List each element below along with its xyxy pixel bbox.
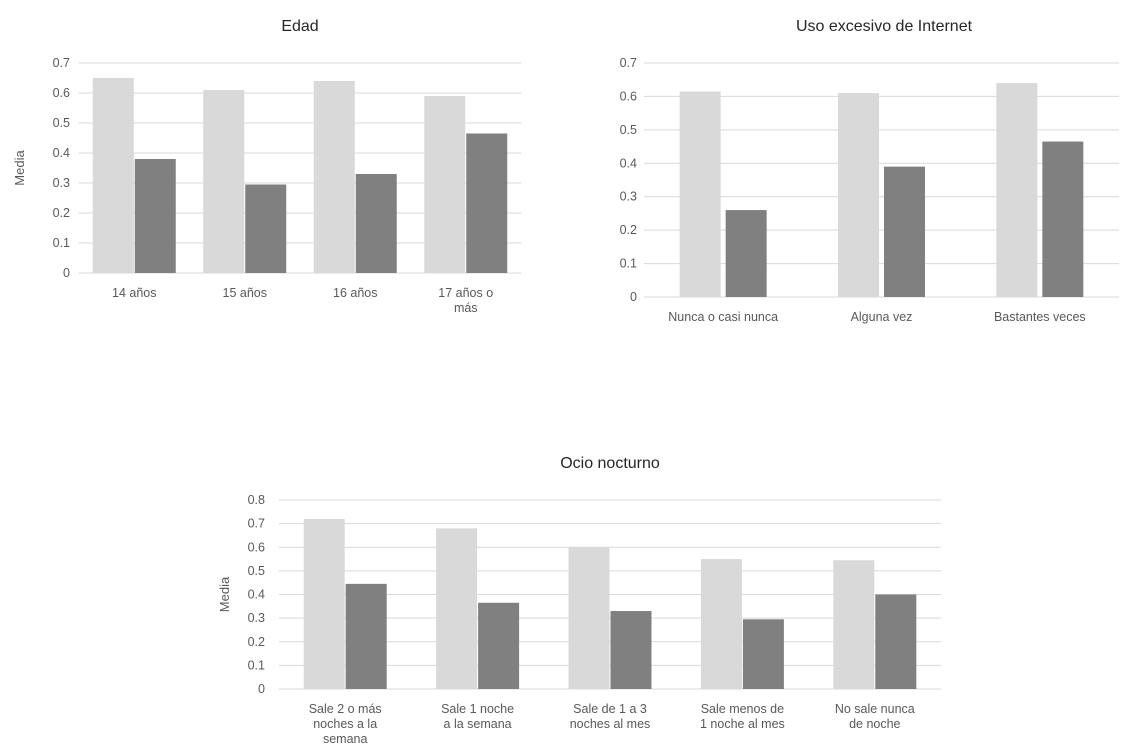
- y-tick-label: 0: [63, 266, 70, 280]
- bar-series1: [203, 90, 245, 273]
- y-tick-label: 0.7: [248, 517, 265, 531]
- chart-ocio: Ocio nocturno 0 0.1 0.2 0.3 0.4 0.5 0.6 0.7 0.8 Me…: [217, 455, 941, 746]
- y-tick-label: 0.4: [53, 146, 70, 160]
- bar-series2: [345, 583, 387, 689]
- bar-series2: [478, 602, 520, 689]
- category-label: 17 años o: [438, 286, 493, 300]
- category-label: Alguna vez: [851, 310, 913, 324]
- category-label: 14 años: [112, 286, 156, 300]
- y-tick-label: 0: [630, 290, 637, 304]
- bar-series2: [466, 133, 508, 273]
- y-tick-label: 0.6: [53, 86, 70, 100]
- y-tick-label: 0.6: [248, 540, 265, 554]
- category-label: Sale menos de: [701, 702, 784, 716]
- y-tick-label: 0.6: [620, 89, 637, 103]
- category-label: más: [454, 301, 478, 315]
- bar-series1: [838, 93, 879, 297]
- category-label: Bastantes veces: [994, 310, 1086, 324]
- bar-series2: [742, 619, 784, 689]
- y-tick-label: 0.2: [620, 223, 637, 237]
- bar-series1: [679, 91, 721, 298]
- chart-title: Edad: [281, 18, 318, 35]
- bar-series1: [996, 83, 1038, 297]
- bar-series2: [1042, 141, 1084, 297]
- y-tick-label: 0.5: [53, 116, 70, 130]
- bar-series1: [436, 528, 478, 689]
- category-label: noches al mes: [570, 717, 651, 731]
- bar-series2: [884, 166, 925, 297]
- bar-series2: [610, 611, 652, 689]
- chart-title: Ocio nocturno: [560, 455, 660, 472]
- y-tick-label: 0.2: [53, 206, 70, 220]
- bar-series2: [725, 210, 767, 297]
- category-label: 15 años: [223, 286, 267, 300]
- y-tick-label: 0.7: [53, 56, 70, 70]
- category-label: a la semana: [444, 717, 512, 731]
- category-label: de noche: [849, 717, 900, 731]
- y-axis-label: Media: [217, 576, 232, 612]
- y-tick-label: 0.2: [248, 635, 265, 649]
- category-label: semana: [323, 732, 368, 746]
- bar-series1: [313, 81, 355, 273]
- bar-series1: [700, 559, 742, 689]
- chart-edad: Edad 0 0.1 0.2 0.3 0.4 0.5 0.6 0.7 Media 14 años 15…: [12, 18, 521, 315]
- category-label: Sale de 1 a 3: [573, 702, 647, 716]
- category-label: Sale 1 noche: [441, 702, 514, 716]
- bar-series2: [245, 184, 287, 273]
- y-tick-label: 0: [258, 682, 265, 696]
- category-label: 1 noche al mes: [700, 717, 785, 731]
- category-label: Nunca o casi nunca: [668, 310, 778, 324]
- bar-series1: [303, 518, 345, 689]
- category-label: No sale nunca: [835, 702, 915, 716]
- y-tick-label: 0.7: [620, 56, 637, 70]
- y-tick-label: 0.3: [53, 176, 70, 190]
- bar-series2: [355, 174, 397, 273]
- bar-series1: [424, 96, 466, 273]
- y-tick-label: 0.1: [53, 236, 70, 250]
- y-axis-label: Media: [12, 150, 27, 186]
- y-tick-label: 0.8: [248, 493, 265, 507]
- y-tick-label: 0.5: [248, 564, 265, 578]
- category-label: 16 años: [333, 286, 377, 300]
- bar-series2: [875, 594, 917, 689]
- bar-series1: [833, 560, 875, 689]
- y-tick-label: 0.1: [620, 257, 637, 271]
- bar-series1: [92, 78, 134, 273]
- bar-series2: [134, 159, 176, 273]
- chart-title: Uso excesivo de Internet: [796, 18, 973, 35]
- y-tick-label: 0.5: [620, 123, 637, 137]
- chart-internet: Uso excesivo de Internet 0 0.1 0.2 0.3 0.4 0.5…: [620, 18, 1119, 324]
- category-label: noches a la: [313, 717, 377, 731]
- category-label: Sale 2 o más: [309, 702, 382, 716]
- y-tick-label: 0.3: [620, 190, 637, 204]
- y-tick-label: 0.1: [248, 658, 265, 672]
- bar-series1: [568, 547, 610, 689]
- y-tick-label: 0.4: [620, 156, 637, 170]
- y-tick-label: 0.3: [248, 611, 265, 625]
- y-tick-label: 0.4: [248, 588, 265, 602]
